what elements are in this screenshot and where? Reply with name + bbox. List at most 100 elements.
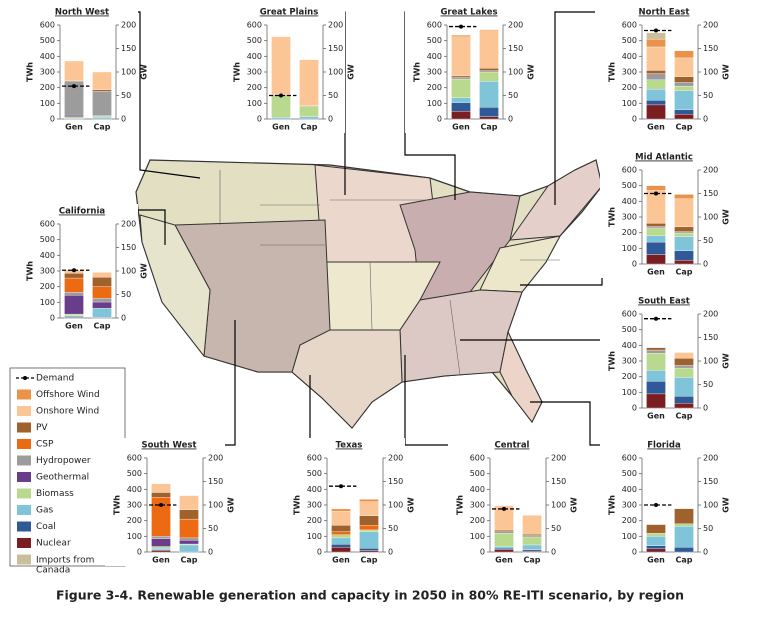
y-tick-label: 600 [622,454,637,463]
y-tick-label: 600 [622,310,637,319]
y2-tick-label: 150 [388,477,403,486]
y2-tick-label: 100 [703,501,718,510]
bar-segment [674,198,694,228]
y2-tick-label: 0 [121,115,126,124]
region-chart: North East 0 100 200 300 400 500 600 0 50 100 150 20… [600,5,731,133]
y2-axis-label: GW [527,64,536,80]
y2-tick-label: 50 [208,524,218,533]
bar-segment [451,36,471,77]
bar-segment [179,537,199,541]
y2-axis-label: GW [227,497,236,513]
x-tick-label: Cap [94,322,111,331]
bar-segment [151,536,171,539]
bar-segment [646,32,666,40]
y-tick-label: 300 [427,68,442,77]
chart-title: Mid Atlantic [635,153,693,163]
y2-tick-label: 0 [703,404,708,413]
y2-tick-label: 100 [208,501,223,510]
y-tick-label: 100 [247,99,262,108]
bar-segment [479,107,499,117]
bar-segment [646,536,666,546]
y2-tick-label: 100 [328,68,343,77]
region-chart: Central 0 100 200 300 400 500 600 0 50 100 150 200 TW… [448,438,579,566]
y-tick-label: 400 [470,485,485,494]
bar-segment [299,106,319,117]
bar-segment [494,546,514,549]
bar-segment [64,291,84,296]
y-tick-label: 0 [437,115,442,124]
y-tick-label: 500 [427,36,442,45]
x-tick-label: Cap [481,123,498,132]
y-tick-label: 500 [127,469,142,478]
legend-label: Geothermal [36,473,89,483]
y-tick-label: 200 [40,282,55,291]
y2-axis-label: GW [570,497,579,513]
chart-title: South East [638,297,690,307]
y-tick-label: 400 [307,485,322,494]
bar-segment [451,102,471,112]
demand-dot [159,503,163,507]
y-tick-label: 200 [427,83,442,92]
y2-tick-label: 50 [388,524,398,533]
bar-segment [299,59,319,106]
y2-tick-label: 100 [388,501,403,510]
chart-title: North West [55,8,109,18]
y2-tick-label: 50 [121,91,131,100]
bar-segment [674,109,694,115]
y-tick-label: 400 [127,485,142,494]
legend-swatch [17,505,31,515]
demand-dot [279,93,283,98]
x-tick-label: Gen [152,556,170,565]
y2-tick-label: 200 [508,21,523,30]
bar-segment [522,533,542,536]
y2-tick-label: 50 [508,91,518,100]
legend-label: Onshore Wind [36,407,99,417]
y2-tick-label: 50 [551,524,561,533]
bar-segment [674,57,694,77]
bar-segment [92,307,112,318]
bar-segment [522,549,542,552]
x-tick-label: Cap [676,123,693,132]
x-tick-label: Gen [65,123,83,132]
y2-tick-label: 200 [388,454,403,463]
bar-segment [151,492,171,498]
y2-tick-label: 0 [703,260,708,269]
bar-segment [646,381,666,395]
y2-axis-label: GW [722,497,731,513]
y-tick-label: 100 [470,532,485,541]
bar-segment [451,97,471,103]
y-tick-label: 300 [470,501,485,510]
legend-swatch [17,455,31,466]
legend-label: CSP [36,440,54,450]
y-axis-label: TWh [413,62,422,82]
y2-axis-label: GW [722,353,731,369]
demand-dot [654,503,658,507]
x-tick-label: Gen [332,556,350,565]
bar-segment [451,111,471,120]
y2-tick-label: 150 [551,477,566,486]
y2-tick-label: 150 [121,243,136,252]
bar-segment [646,393,666,409]
bar-segment [451,75,471,78]
y-tick-label: 600 [40,220,55,229]
region-chart: California 0 100 200 300 400 500 600 0 50 100 150 20… [18,204,149,332]
y2-tick-label: 50 [703,91,713,100]
bar-segment [646,349,666,354]
x-tick-label: Gen [647,123,665,132]
y-tick-label: 500 [622,469,637,478]
y-tick-label: 200 [622,516,637,525]
demand-dot [502,506,506,511]
y-tick-label: 300 [307,501,322,510]
x-tick-label: Cap [181,556,198,565]
x-tick-label: Gen [452,123,470,132]
bar-segment [64,114,84,117]
bar-segment [646,89,666,101]
y-tick-label: 300 [622,213,637,222]
y2-tick-label: 150 [328,44,343,53]
bar-segment [674,547,694,553]
bar-segment [674,226,694,232]
y-tick-label: 300 [622,501,637,510]
region-chart: South West 0 100 200 300 400 500 600 0 50 100 150 20… [105,438,236,566]
y2-tick-label: 50 [703,236,713,245]
y-axis-label: TWh [608,207,617,227]
